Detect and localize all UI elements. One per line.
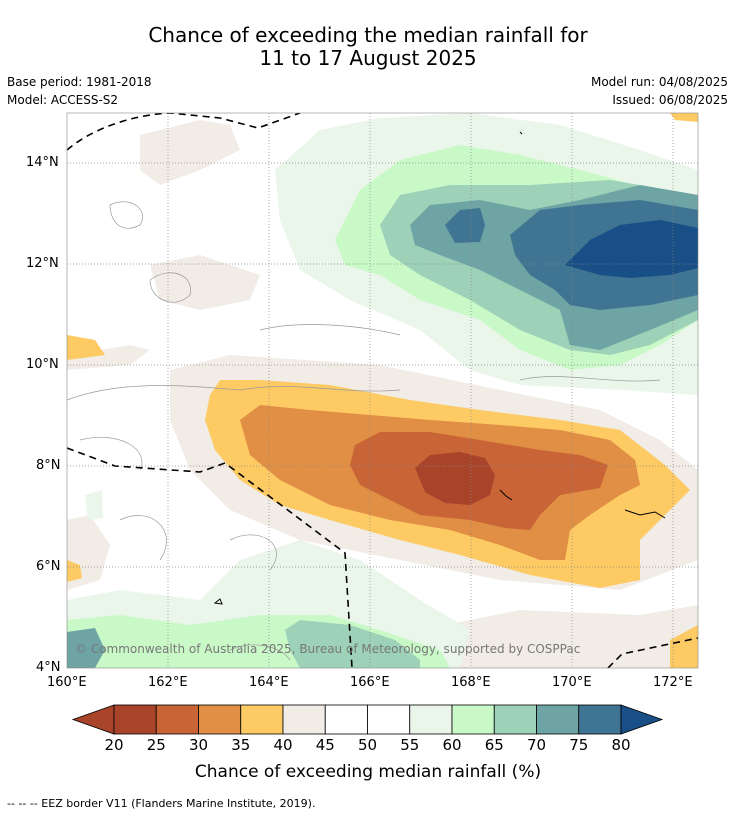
lat-tick-12: 12°N bbox=[26, 256, 59, 271]
colorbar-title: Chance of exceeding median rainfall (%) bbox=[194, 762, 542, 782]
colorbar-segment bbox=[282, 704, 326, 735]
lat-tick-6: 6°N bbox=[36, 559, 61, 574]
colorbar-tick-label: 40 bbox=[273, 736, 293, 754]
eez-border bbox=[67, 113, 698, 668]
colorbar-tick-label: 45 bbox=[315, 736, 335, 754]
title-line-1: Chance of exceeding the median rainfall … bbox=[148, 23, 588, 47]
issued-date: Issued: 06/08/2025 bbox=[612, 93, 728, 107]
lat-tick-14: 14°N bbox=[26, 155, 59, 170]
colorbar-arrow-high bbox=[620, 704, 664, 735]
colorbar-segment bbox=[578, 704, 622, 735]
contour-40-45 bbox=[140, 120, 240, 185]
colorbar-segment bbox=[155, 704, 199, 735]
contour-35-40 bbox=[67, 335, 105, 360]
contour-70-75 bbox=[67, 628, 105, 668]
lon-tick-164: 164°E bbox=[249, 675, 289, 690]
contour-25-30 bbox=[500, 475, 527, 498]
colorbar-tick-label: 30 bbox=[188, 736, 209, 754]
colorbar-tick-label: 25 bbox=[146, 736, 166, 754]
lon-tick-168: 168°E bbox=[451, 675, 491, 690]
lon-tick-166: 166°E bbox=[350, 675, 390, 690]
colorbar-tick-label: 70 bbox=[526, 736, 547, 754]
colorbar-segment bbox=[493, 704, 537, 735]
lon-tick-172: 172°E bbox=[653, 675, 693, 690]
colorbar-segment bbox=[240, 704, 284, 735]
contour-above-80 bbox=[565, 220, 698, 278]
title-line-2: 11 to 17 August 2025 bbox=[259, 46, 477, 70]
colorbar-tick-label: 35 bbox=[231, 736, 251, 754]
lat-tick-8: 8°N bbox=[36, 458, 61, 473]
lat-tick-4: 4°N bbox=[36, 660, 61, 675]
colorbar-tick-label: 60 bbox=[442, 736, 462, 754]
contour-40-45 bbox=[67, 345, 150, 370]
contour-55-60 bbox=[85, 490, 103, 520]
colorbar-segment bbox=[324, 704, 368, 735]
model-run: Model run: 04/08/2025 bbox=[590, 75, 728, 89]
colorbar bbox=[71, 704, 664, 735]
colorbar-segment bbox=[198, 704, 242, 735]
map-frame bbox=[66, 112, 699, 669]
contour-75-80 bbox=[445, 208, 485, 243]
colorbar-segment bbox=[113, 704, 157, 735]
lon-tick-160: 160°E bbox=[47, 675, 87, 690]
contour-35-40 bbox=[670, 625, 698, 668]
model-name: Model: ACCESS-S2 bbox=[7, 93, 119, 107]
colorbar-segment bbox=[409, 704, 453, 735]
contour-40-45 bbox=[150, 255, 260, 310]
graticule bbox=[67, 113, 698, 668]
eez-legend-note: -- -- -- EEZ border V11 (Flanders Marine… bbox=[7, 797, 316, 810]
contour-lines bbox=[67, 201, 661, 661]
colorbar-tick-label: 55 bbox=[400, 736, 420, 754]
lon-tick-162: 162°E bbox=[148, 675, 188, 690]
colorbar-segment bbox=[451, 704, 495, 735]
lon-tick-170: 170°E bbox=[552, 675, 592, 690]
islands bbox=[213, 131, 666, 605]
colorbar-segment bbox=[367, 704, 411, 735]
copyright-text: © Commonwealth of Australia 2025, Bureau… bbox=[75, 642, 580, 656]
colorbar-tick-label: 80 bbox=[611, 736, 631, 754]
base-period: Base period: 1981-2018 bbox=[7, 75, 152, 89]
contour-20-25 bbox=[415, 452, 495, 505]
colorbar-tick-label: 75 bbox=[569, 736, 589, 754]
colorbar-segment bbox=[536, 704, 580, 735]
lat-tick-10: 10°N bbox=[26, 357, 59, 372]
contour-35-40 bbox=[67, 560, 82, 582]
colorbar-arrow-low bbox=[71, 704, 115, 735]
contour-35-40 bbox=[670, 113, 698, 122]
colorbar-tick-label: 50 bbox=[357, 736, 378, 754]
colorbar-tick-label: 65 bbox=[484, 736, 504, 754]
colorbar-tick-label: 20 bbox=[104, 736, 124, 754]
contour-65-70 bbox=[285, 620, 420, 668]
